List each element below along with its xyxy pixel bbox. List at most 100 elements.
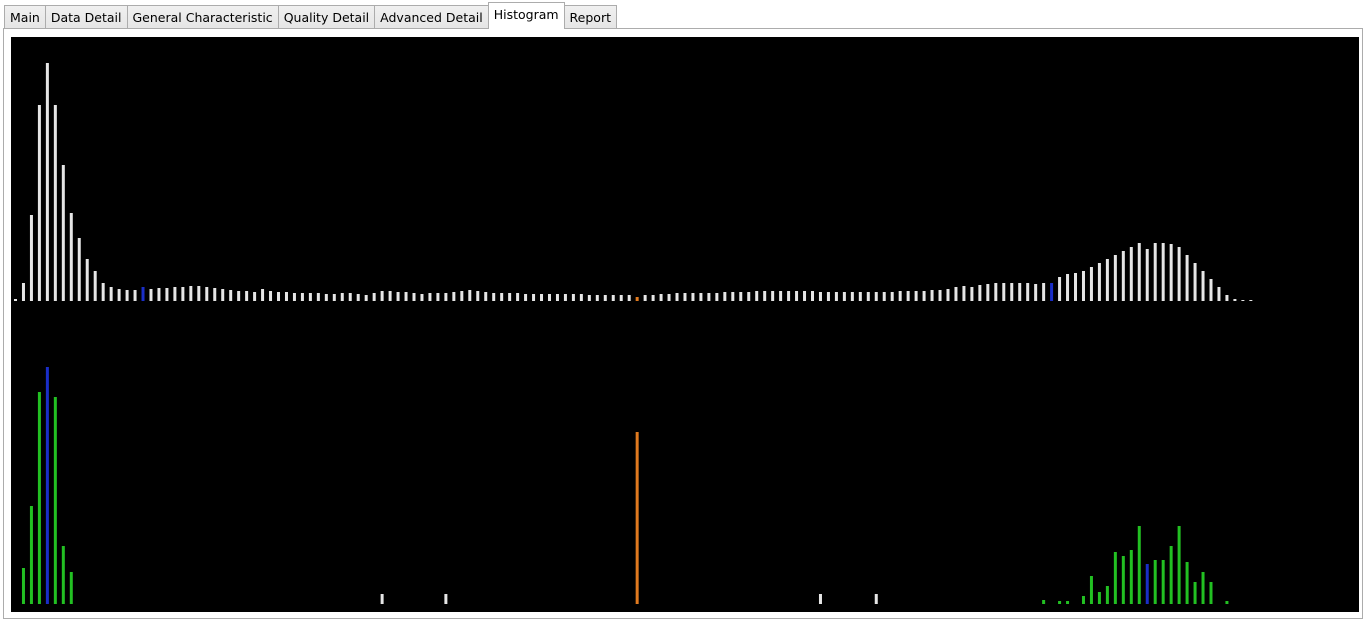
histogram-bar [21,283,25,301]
histogram-bar [707,293,711,301]
histogram-bar [1129,247,1133,301]
histogram-bar [77,238,81,301]
histogram-bar [1169,244,1173,301]
histogram-bar [1042,600,1046,604]
histogram-bar [795,291,799,301]
histogram-bar [460,291,464,301]
tab[interactable]: Main [4,5,46,29]
histogram-bar [269,291,273,301]
histogram-bar [1161,560,1165,604]
histogram-bar [436,293,440,301]
histogram-bar [938,290,942,301]
histogram-bar [874,292,878,301]
histogram-bar [61,165,65,301]
histogram-bar [1081,271,1085,301]
histogram-bar [1113,255,1117,301]
histogram-bar [1121,556,1125,604]
histogram-bar [611,295,615,301]
histogram-bar [1074,273,1078,301]
histogram-bar [149,289,153,301]
histogram-bar [555,294,559,301]
histogram-bar [1034,284,1038,301]
histogram-bar [667,294,671,301]
histogram-bar [1185,562,1189,604]
histogram-bar [619,295,623,301]
histogram-bar [1089,267,1093,301]
histogram-bar [61,546,65,604]
histogram-bar [834,292,838,301]
histogram-bar [508,293,512,301]
histogram-bar [1058,277,1062,301]
histogram-bar [1233,299,1237,301]
histogram-bar [842,292,846,301]
histogram-bar [356,294,360,301]
tab[interactable]: Quality Detail [277,5,376,29]
histogram-bar [1137,243,1141,301]
histogram-bar [731,292,735,301]
histogram-bar [165,288,169,301]
histogram-bar [954,287,958,301]
histogram-bar [125,290,129,301]
histogram-bar [53,397,57,604]
histogram-bar [532,294,536,301]
histogram-bar [850,292,854,301]
histogram-bar [922,291,926,301]
histogram-bar [101,283,105,301]
histogram-bar [1201,572,1205,604]
histogram-bar [675,293,679,301]
tab-panel [3,28,1363,619]
histogram-bar [524,294,528,301]
tab[interactable]: General Characteristic [126,5,279,29]
histogram-bar [1217,287,1221,301]
tab[interactable]: Histogram [487,2,565,29]
histogram-bar [1153,243,1157,301]
histogram-bar [763,291,767,301]
histogram-bar [500,293,504,301]
histogram-bar [699,293,703,301]
histogram-bar [1209,582,1213,604]
histogram-bar [261,289,265,301]
histogram-bar [595,295,599,301]
histogram-bar [970,287,974,301]
histogram-bar [1018,283,1022,301]
histogram-bar [643,295,647,301]
histogram-bar [540,294,544,301]
histogram-bar [1066,274,1070,301]
histogram-bar [1097,263,1101,301]
histogram-bar [428,293,432,301]
histogram-bar [1058,601,1062,604]
histogram-bar [747,292,751,301]
histogram-bar [1066,601,1070,604]
histogram-bar [779,291,783,301]
histogram-bar [914,291,918,301]
tab[interactable]: Advanced Detail [374,5,489,29]
histogram-bar [563,294,567,301]
histogram-bar [253,292,257,301]
histogram-bar [229,290,233,301]
histogram-bar [380,291,384,301]
histogram-bar [157,288,161,301]
histogram-bar [364,295,368,301]
histogram-bar [1193,263,1197,301]
histogram-bar [444,594,448,604]
histogram-bar [324,294,328,301]
histogram-bar [635,297,639,301]
histogram-bar [811,291,814,301]
histogram-bar [484,292,488,301]
histogram-bar [1145,564,1149,604]
histogram-bar [651,295,655,301]
histogram-bar [221,289,225,301]
histogram-bar [316,293,320,301]
histogram-bar [755,291,759,301]
histogram-bar [141,287,145,301]
histogram-bar [380,594,384,604]
histogram-bar [372,293,376,301]
histogram-bar [1241,300,1245,301]
tab[interactable]: Report [563,5,617,29]
tab[interactable]: Data Detail [44,5,128,29]
histogram-bar [348,293,352,301]
plot-background [11,37,1359,612]
histogram-view [11,37,1359,612]
histogram-bar [300,293,304,301]
histogram-bar [340,293,344,301]
